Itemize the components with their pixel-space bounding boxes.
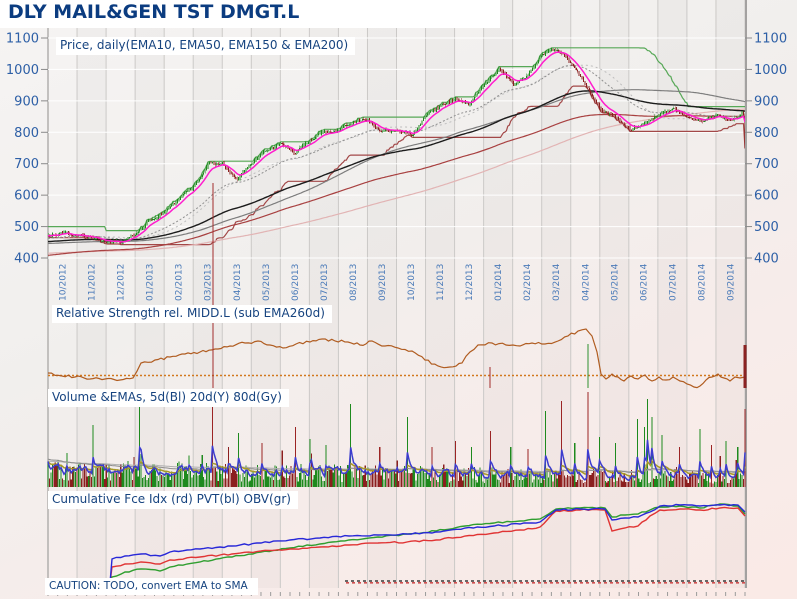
y-tick-label-right: 600 (754, 189, 779, 204)
date-axis: 10/2012 11/2012 12/2012 01/2013 02/2013 03/20… (47, 263, 746, 596)
date-label: 07/2014 (668, 263, 678, 301)
page-title: DLY MAIL&GEN TST DMGT.L (8, 1, 300, 23)
candles (48, 47, 745, 245)
date-label: 05/2013 (262, 264, 272, 301)
date-label: 11/2012 (88, 264, 98, 301)
y-tick-label-left: 400 (14, 252, 39, 267)
rs-line (47, 328, 746, 389)
date-label: 02/2013 (175, 264, 185, 301)
y-tick-label-left: 600 (14, 189, 39, 204)
y-tick-label-right: 800 (754, 126, 779, 141)
title-bar (0, 0, 500, 28)
date-label: 03/2013 (204, 264, 214, 301)
date-label: 12/2013 (465, 264, 475, 301)
sma50-dotted-line (48, 64, 745, 239)
date-label: 05/2014 (610, 263, 620, 301)
cumulative-panel-label: Cumulative Fce Idx (rd) PVT(bl) OBV(gr) (48, 491, 298, 509)
date-label: 01/2013 (146, 264, 156, 301)
y-tick-label-right: 400 (754, 252, 779, 267)
y-tick-label-right: 700 (754, 157, 779, 172)
date-label: 08/2014 (697, 263, 707, 301)
ema200-darkred-line (48, 113, 745, 256)
cumulative-line-obv (47, 503, 746, 585)
cumulative-panel (47, 503, 746, 585)
y-tick-label-left: 500 (14, 220, 39, 235)
sma150-gray-line (48, 89, 745, 245)
date-label: 04/2013 (233, 264, 243, 301)
background-grid (47, 0, 747, 588)
date-label: 07/2013 (320, 264, 330, 301)
ema150-black-line (48, 90, 745, 243)
y-tick-label-left: 900 (14, 94, 39, 109)
y-tick-label-right: 900 (754, 94, 779, 109)
date-label: 10/2013 (407, 264, 417, 301)
date-label: 11/2013 (436, 264, 446, 301)
y-tick-label-left: 700 (14, 157, 39, 172)
y-tick-label-right: 1000 (754, 63, 787, 78)
relative-strength-panel-label: Relative Strength rel. MIDD.L (sub EMA26… (52, 305, 332, 323)
date-label: 12/2012 (117, 264, 127, 301)
date-label: 02/2014 (523, 263, 533, 301)
price-panel-label: Price, daily(EMA10, EMA50, EMA150 & EMA2… (56, 37, 356, 55)
date-label: 06/2013 (291, 264, 301, 301)
ema10-magenta-line (48, 51, 745, 243)
volume-panel (47, 392, 746, 487)
date-label: 08/2013 (349, 264, 359, 301)
date-label: 01/2014 (494, 263, 504, 301)
y-tick-label-right: 500 (754, 220, 779, 235)
price-axis: 1100 1100 1000 1000 900 900 800 800 700 700 600 600… (6, 32, 787, 267)
date-label: 09/2014 (726, 263, 736, 301)
y-tick-label-left: 800 (14, 126, 39, 141)
volume-panel-label: Volume &EMAs, 5d(Bl) 20d(Y) 80d(Gy) (48, 389, 289, 407)
vol-ema5-line (47, 439, 746, 482)
relative-strength-panel (47, 183, 747, 389)
date-label: 03/2014 (552, 263, 562, 301)
y-tick-label-left: 1000 (6, 63, 39, 78)
date-label: 10/2012 (59, 264, 69, 301)
date-label: 04/2014 (581, 263, 591, 301)
date-label: 09/2013 (378, 264, 388, 301)
y-tick-label-right: 1100 (754, 32, 787, 47)
cumulative-line-cumulative-force-index (47, 506, 746, 585)
price-panel (48, 47, 745, 256)
y-tick-label-left: 1100 (6, 32, 39, 47)
caution-note: CAUTION: TODO, convert EMA to SMA (45, 578, 258, 595)
date-label: 06/2014 (639, 263, 649, 301)
cumulative-line-pvt (47, 503, 746, 585)
